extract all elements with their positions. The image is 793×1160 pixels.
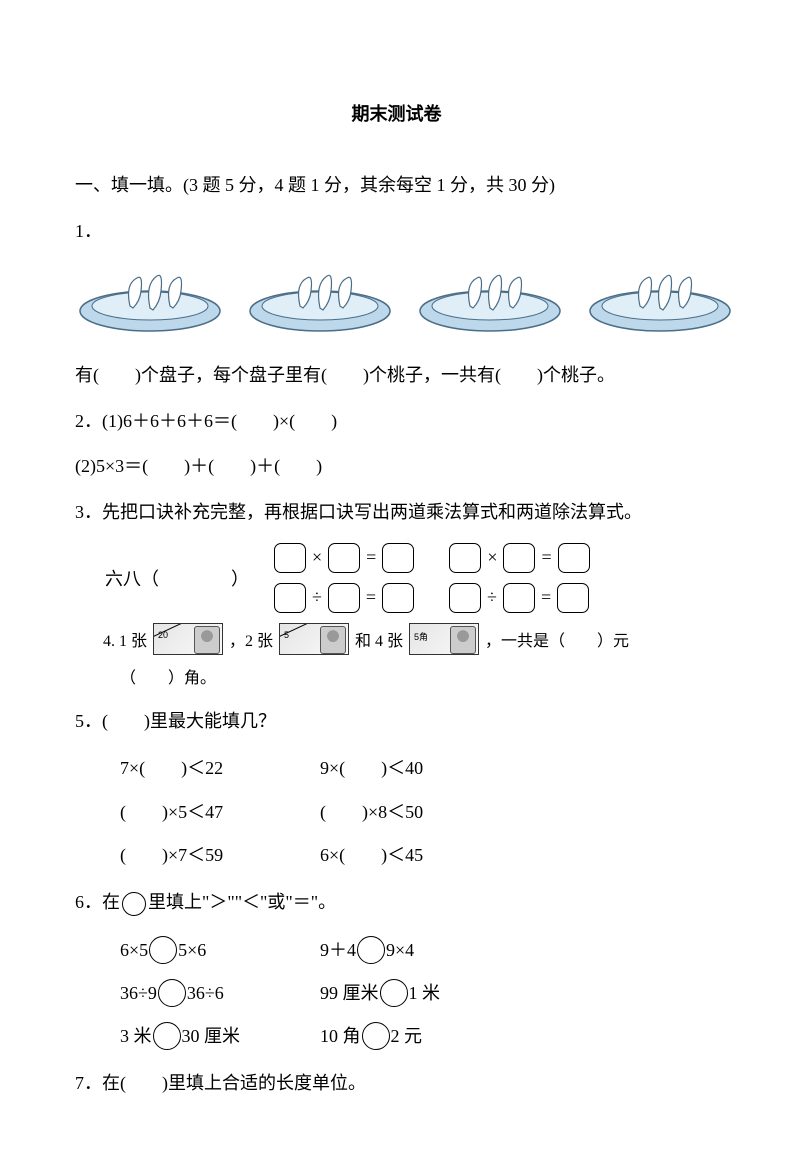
answer-circle[interactable]	[357, 936, 385, 964]
money-value: 5角	[414, 630, 428, 643]
q6-left: 36÷9	[120, 972, 157, 1015]
section1-heading: 一、填一填。(3 题 5 分，4 题 1 分，其余每空 1 分，共 30 分)	[75, 166, 718, 206]
q1-text: 有( )个盘子，每个盘子里有( )个桃子，一共有( )个桃子。	[75, 356, 718, 396]
q7: 7．在( )里填上合适的长度单位。	[75, 1064, 718, 1104]
answer-box[interactable]	[328, 583, 360, 613]
answer-box[interactable]	[449, 543, 481, 573]
q5-item: ( )×8＜50	[320, 791, 520, 834]
q6-grid: 6×5 5×6 9＋4 9×4 36÷9 36÷6 99 厘米 1 米 3 米 30 厘米…	[120, 929, 718, 1059]
plate	[245, 266, 395, 341]
answer-box[interactable]	[557, 583, 589, 613]
q5-item: 9×( )＜40	[320, 747, 520, 790]
answer-circle[interactable]	[158, 979, 186, 1007]
q2a: 2．(1)6＋6＋6＋6＝( )×( )	[75, 402, 718, 442]
q6-right: 5×6	[178, 929, 206, 972]
q5-item: 7×( )＜22	[120, 747, 320, 790]
q2b: (2)5×3＝( )＋( )＋( )	[75, 447, 718, 487]
eq-div-1: ÷ =	[274, 583, 414, 613]
money-05: 5角	[409, 623, 479, 655]
plate	[75, 266, 225, 341]
q6-item: 9＋4 9×4	[320, 929, 520, 972]
plates-figure	[75, 266, 718, 341]
answer-circle[interactable]	[149, 936, 177, 964]
eq-mul-1: × =	[274, 543, 414, 573]
q4-part-b: ，2 张	[229, 627, 273, 651]
q5-grid: 7×( )＜22 9×( )＜40 ( )×5＜47 ( )×8＜50 ( )×…	[120, 747, 718, 877]
q6-head-a: 6．在	[75, 892, 120, 912]
q5-head: 5．( )里最大能填几？	[75, 702, 718, 742]
q5-item: ( )×5＜47	[120, 791, 320, 834]
answer-box[interactable]	[503, 583, 535, 613]
op-mul: ×	[487, 547, 497, 568]
answer-box[interactable]	[449, 583, 481, 613]
answer-box[interactable]	[274, 543, 306, 573]
q6-right: 30 厘米	[182, 1015, 241, 1058]
op-mul: ×	[312, 547, 322, 568]
q4-part-a: 4. 1 张	[103, 627, 147, 651]
op-eq: =	[541, 547, 551, 568]
q6-head-b: 里填上"＞""＜"或"＝"。	[148, 892, 336, 912]
q1-number: 1．	[75, 212, 718, 252]
q6-item: 10 角 2 元	[320, 1015, 520, 1058]
q6-head: 6．在 里填上"＞""＜"或"＝"。	[75, 883, 718, 923]
answer-circle[interactable]	[153, 1022, 181, 1050]
op-div: ÷	[487, 587, 497, 608]
q6-left: 6×5	[120, 929, 148, 972]
answer-box[interactable]	[274, 583, 306, 613]
answer-box[interactable]	[382, 543, 414, 573]
plate	[585, 266, 735, 341]
answer-circle[interactable]	[380, 979, 408, 1007]
q6-left: 99 厘米	[320, 972, 379, 1015]
q6-left: 3 米	[120, 1015, 152, 1058]
exam-title: 期末测试卷	[75, 100, 718, 126]
op-eq: =	[541, 587, 551, 608]
q3-text: 3．先把口诀补充完整，再根据口诀写出两道乘法算式和两道除法算式。	[75, 493, 718, 533]
plate	[415, 266, 565, 341]
circle-blank-icon	[122, 892, 146, 916]
q6-left: 9＋4	[320, 929, 356, 972]
op-eq: =	[366, 547, 376, 568]
q4-part-c: 和 4 张	[355, 627, 403, 651]
q4-row: 4. 1 张 20 ，2 张 5 和 4 张 5角 ，一共是（ ）元	[103, 623, 718, 655]
q5-item: 6×( )＜45	[320, 834, 520, 877]
money-20: 20	[153, 623, 223, 655]
q6-right: 2 元	[391, 1015, 423, 1058]
op-eq: =	[366, 587, 376, 608]
q4-part-e: （ ）角。	[120, 661, 718, 696]
answer-box[interactable]	[328, 543, 360, 573]
q6-right: 36÷6	[187, 972, 224, 1015]
q6-item: 99 厘米 1 米	[320, 972, 520, 1015]
answer-box[interactable]	[503, 543, 535, 573]
q4-part-d: ，一共是（ ）元	[485, 627, 629, 651]
eq-mul-2: × =	[449, 543, 589, 573]
op-div: ÷	[312, 587, 322, 608]
eq-div-2: ÷ =	[449, 583, 589, 613]
q6-right: 9×4	[386, 929, 414, 972]
answer-box[interactable]	[558, 543, 590, 573]
q6-item: 6×5 5×6	[120, 929, 320, 972]
answer-circle[interactable]	[362, 1022, 390, 1050]
q5-item: ( )×7＜59	[120, 834, 320, 877]
q6-right: 1 米	[409, 972, 441, 1015]
q6-left: 10 角	[320, 1015, 361, 1058]
q3-equations: 六八（ ） × = × =	[105, 543, 718, 613]
answer-box[interactable]	[382, 583, 414, 613]
q6-item: 3 米 30 厘米	[120, 1015, 320, 1058]
money-5: 5	[279, 623, 349, 655]
q3-idiom: 六八（ ）	[105, 565, 249, 591]
q6-item: 36÷9 36÷6	[120, 972, 320, 1015]
